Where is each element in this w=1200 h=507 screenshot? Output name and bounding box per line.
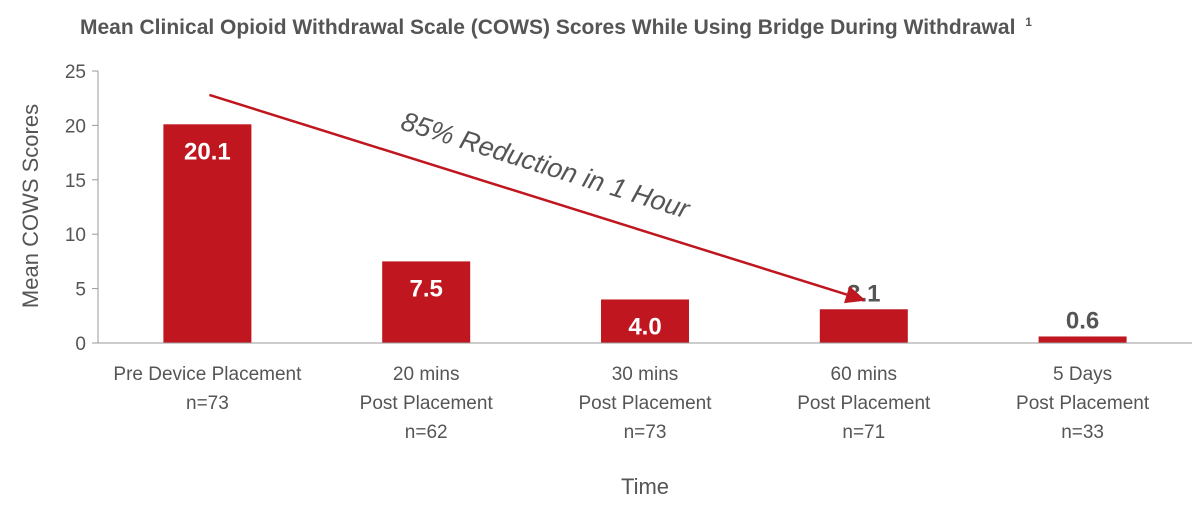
bar bbox=[601, 299, 689, 343]
x-tick-label: 60 mins bbox=[831, 364, 898, 385]
bar-value-label: 0.6 bbox=[1066, 307, 1099, 334]
chart-title-text: Mean Clinical Opioid Withdrawal Scale (C… bbox=[80, 16, 1015, 39]
x-tick-label: 30 mins bbox=[612, 364, 679, 385]
bar bbox=[819, 309, 908, 343]
x-tick-label: Pre Device Placement bbox=[113, 364, 302, 385]
bar bbox=[1038, 336, 1127, 343]
bars bbox=[163, 124, 1127, 343]
bar bbox=[163, 124, 252, 343]
y-tick-label: 10 bbox=[65, 225, 86, 246]
x-tick-label: n=71 bbox=[842, 422, 885, 443]
y-axis-label: Mean COWS Scores bbox=[18, 104, 43, 308]
bar-value-label: 20.1 bbox=[184, 138, 231, 165]
reduction-annotation: 85% Reduction in 1 Hour bbox=[209, 93, 866, 304]
reduction-annotation-text: 85% Reduction in 1 Hour bbox=[398, 106, 694, 225]
y-tick-label: 5 bbox=[75, 280, 86, 301]
chart-title: Mean Clinical Opioid Withdrawal Scale (C… bbox=[80, 15, 1032, 39]
bar-value-label: 4.0 bbox=[628, 313, 661, 340]
x-tick-label: 20 mins bbox=[393, 364, 460, 385]
x-tick-label: Post Placement bbox=[1016, 393, 1150, 414]
x-tick-label: 5 Days bbox=[1053, 364, 1112, 385]
chart-title-superscript: 1 bbox=[1025, 15, 1032, 29]
x-tick-label: n=73 bbox=[624, 422, 667, 443]
reduction-arrow bbox=[209, 93, 848, 296]
x-tick-label: n=62 bbox=[405, 422, 448, 443]
bar bbox=[382, 261, 471, 343]
x-tick-label: Post Placement bbox=[360, 393, 494, 414]
y-axis-ticks: 0 5 10 15 20 25 bbox=[65, 62, 98, 355]
x-axis-label: Time bbox=[621, 474, 669, 499]
bar-value-label: 7.5 bbox=[410, 275, 443, 302]
y-tick-label: 0 bbox=[75, 334, 86, 355]
x-tick-label: n=73 bbox=[186, 393, 229, 414]
x-tick-label: n=33 bbox=[1061, 422, 1104, 443]
y-tick-label: 20 bbox=[65, 116, 86, 137]
reduction-arrowhead bbox=[844, 286, 866, 304]
x-tick-label: Post Placement bbox=[797, 393, 931, 414]
x-axis-categories: Pre Device Placement n=73 20 mins Post Plac… bbox=[113, 364, 1149, 443]
x-tick-label: Post Placement bbox=[578, 393, 712, 414]
y-tick-label: 25 bbox=[65, 62, 86, 83]
y-tick-label: 15 bbox=[65, 171, 86, 192]
